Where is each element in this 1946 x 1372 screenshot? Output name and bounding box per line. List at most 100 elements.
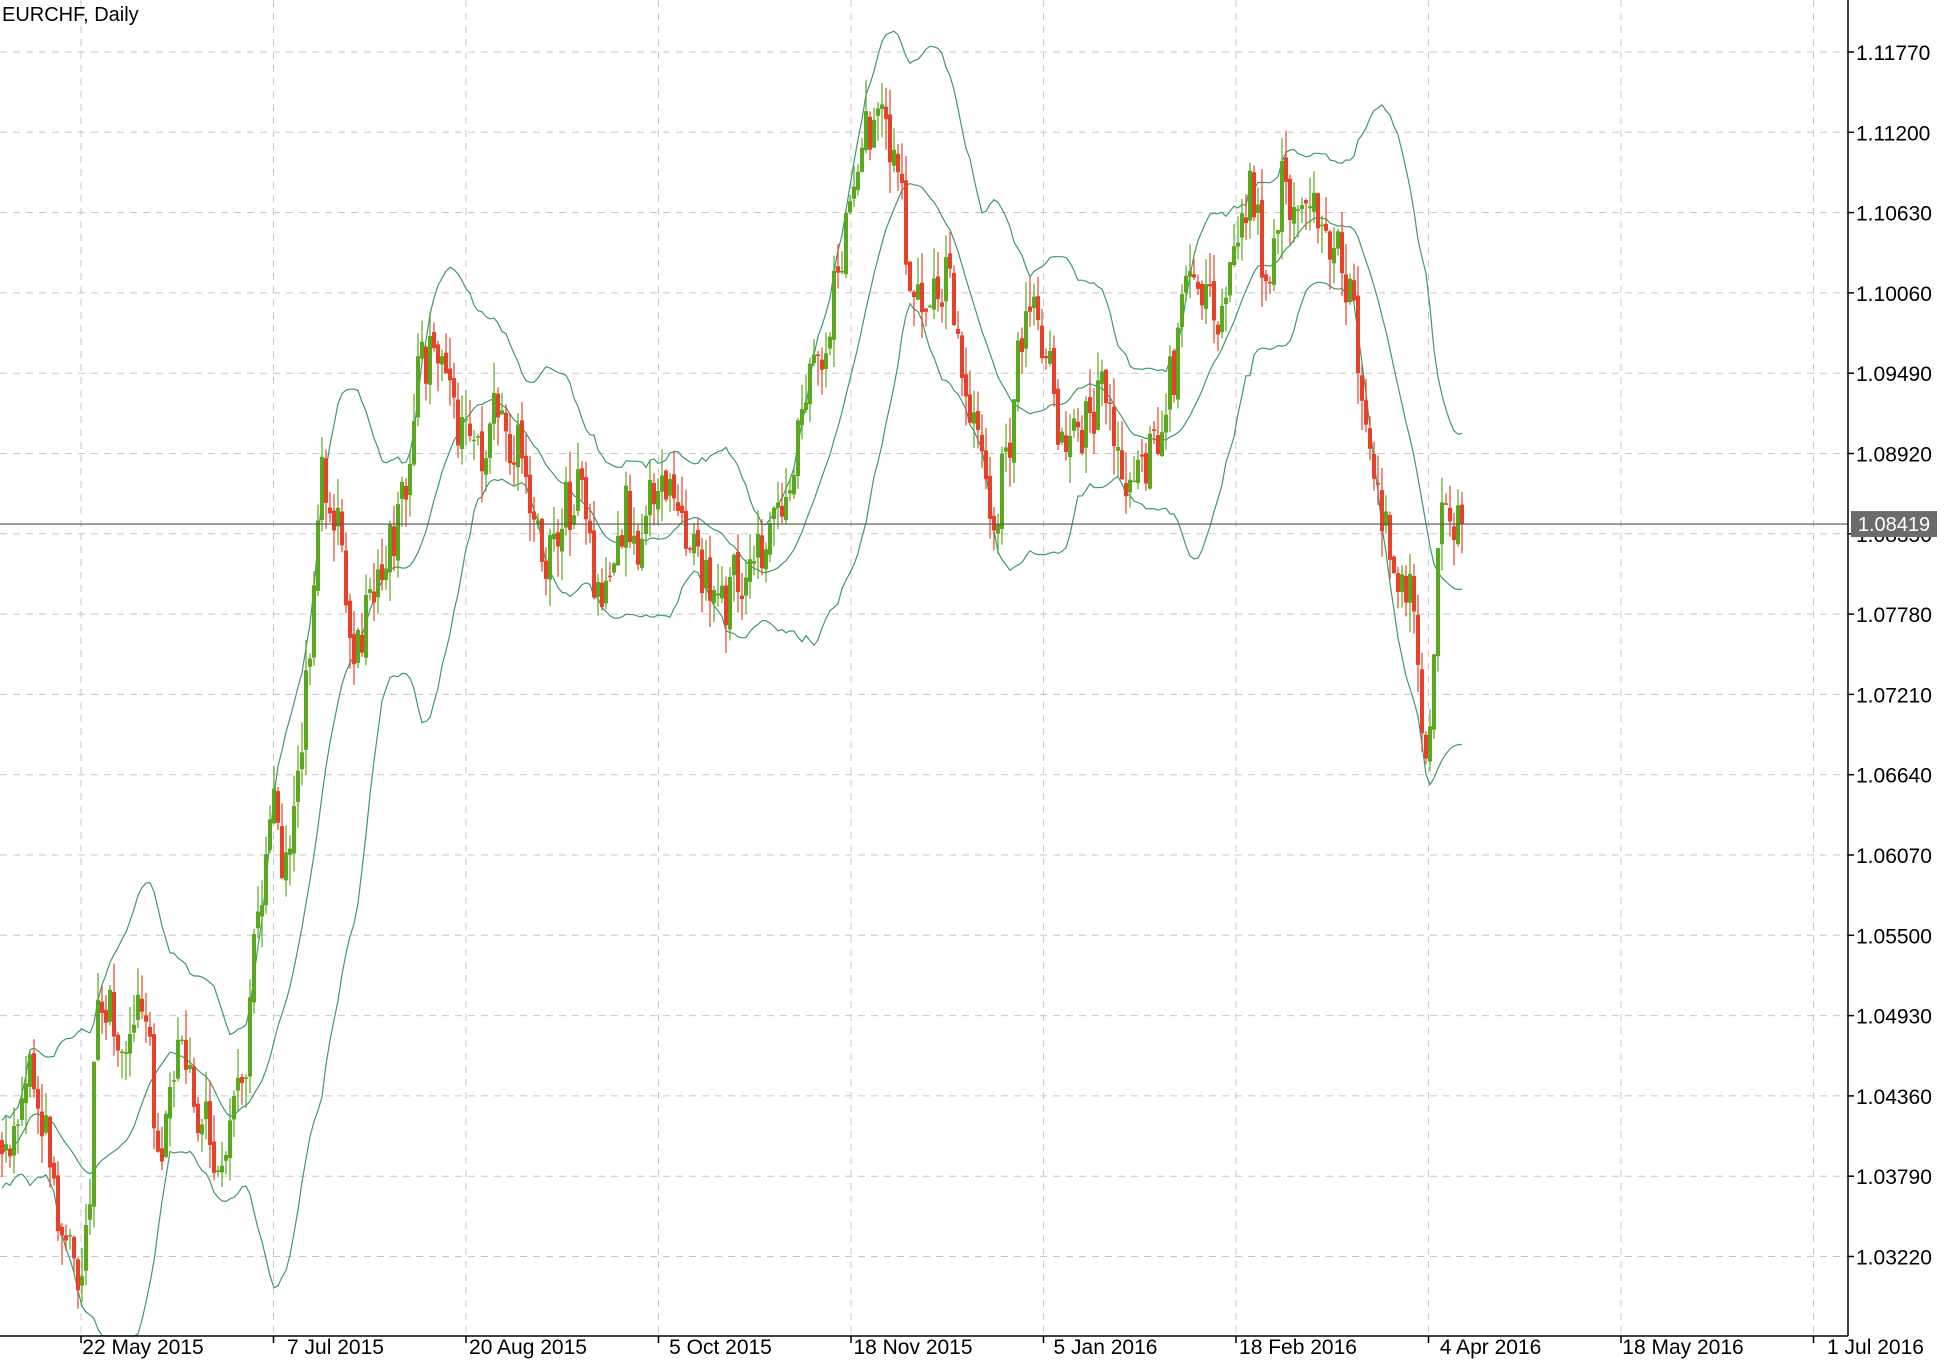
candle-body-bull (632, 535, 636, 544)
candle-body-bear (192, 1066, 196, 1107)
candle-body-bear (380, 564, 384, 581)
candle-body-bear (1104, 369, 1108, 404)
candle-body-bull (472, 439, 476, 442)
candle-body-bear (496, 393, 500, 418)
candle-body-bear (1288, 178, 1292, 221)
candle-body-bull (640, 539, 644, 568)
candle-body-bull (560, 528, 564, 552)
candle-body-bull (548, 535, 552, 580)
candle-body-bear (1028, 306, 1032, 312)
candle-body-bear (1368, 428, 1372, 449)
candle-body-bull (500, 410, 504, 415)
candle-body-bull (1012, 399, 1016, 463)
candle-body-bear (344, 550, 348, 606)
candle-body-bull (132, 1024, 136, 1033)
candle-body-bear (392, 526, 396, 557)
candle-body-bull (128, 1033, 132, 1054)
candles (0, 80, 1464, 1309)
candle-body-bear (1324, 223, 1328, 231)
y-axis-labels: 1.11770 1.11200 1.10630 1.10060 1.09490 1.089… (1848, 42, 1932, 1270)
candle-body-bear (100, 1001, 104, 1013)
candle-body-bear (588, 520, 592, 534)
candle-body-bear (1212, 281, 1216, 321)
y-tick-label: 1.08920 (1856, 444, 1932, 467)
candle-body-bull (644, 515, 648, 535)
candle-body-bull (16, 1124, 20, 1126)
candle-body-bear (1268, 281, 1272, 284)
candle-body-bull (24, 1083, 28, 1104)
candle-body-bear (608, 575, 612, 578)
candle-body-bull (288, 848, 292, 855)
candle-body-bear (240, 1076, 244, 1084)
candle-body-bull (1332, 248, 1336, 264)
candle-body-bull (488, 423, 492, 458)
candle-body-bull (1256, 204, 1260, 213)
candle-body-bull (1292, 207, 1296, 224)
candle-body-bear (896, 153, 900, 173)
candle-body-bull (860, 147, 864, 173)
candle-body-bull (176, 1039, 180, 1079)
bollinger-upper-band (1, 30, 1463, 1121)
candle-body-bull (1072, 418, 1076, 431)
candle-body-bear (948, 253, 952, 269)
candle-body-bull (492, 392, 496, 424)
candle-body-bull (244, 1077, 248, 1079)
candle-body-bull (944, 257, 948, 302)
candle-body-bear (480, 431, 484, 472)
candle-body-bear (696, 529, 700, 547)
bollinger-middle-band (1, 182, 1463, 1175)
candle-body-bear (156, 1130, 160, 1152)
candle-body-bull (828, 336, 832, 349)
candle-body-bull (1000, 453, 1004, 529)
candle-body-bear (212, 1141, 216, 1173)
candle-body-bear (424, 346, 428, 384)
candle-body-bull (440, 356, 444, 365)
candle-body-bear (1216, 324, 1220, 335)
candle-body-bull (1384, 511, 1388, 526)
candle-body-bear (1172, 350, 1176, 396)
candle-body-bear (964, 374, 968, 397)
candle-body-bear (684, 510, 688, 549)
candle-body-bull (728, 576, 732, 630)
candle-body-bear (1448, 507, 1452, 522)
y-tick-label: 1.09490 (1856, 363, 1932, 386)
candle-body-bull (1004, 447, 1008, 452)
candle-body-bear (952, 272, 956, 325)
candle-body-bear (116, 1034, 120, 1051)
candle-body-bull (784, 496, 788, 521)
candle-body-bear (580, 468, 584, 480)
candle-body-bear (1316, 193, 1320, 229)
candle-body-bear (760, 535, 764, 569)
candle-body-bear (1444, 503, 1448, 505)
candle-body-bull (892, 149, 896, 166)
candle-body-bear (620, 535, 624, 547)
candle-body-bull (1400, 574, 1404, 592)
candle-body-bear (532, 511, 536, 520)
candle-body-bull (576, 469, 580, 511)
candle-body-bull (616, 535, 620, 566)
candle-body-bull (264, 854, 268, 906)
x-tick-label: 18 Feb 2016 (1239, 1336, 1357, 1359)
candle-body-bear (1144, 452, 1148, 484)
candle-body-bull (300, 752, 304, 770)
candle-body-bull (656, 491, 660, 510)
candle-body-bull (720, 585, 724, 599)
candle-body-bull (1048, 350, 1052, 364)
candle-body-bull (400, 481, 404, 499)
candle-body-bear (556, 532, 560, 547)
candle-body-bear (112, 992, 116, 1037)
candle-body-bear (8, 1148, 12, 1157)
candle-body-bull (1220, 306, 1224, 333)
candle-body-bull (716, 593, 720, 596)
candle-body-bull (1408, 573, 1412, 603)
candle-body-bear (920, 282, 924, 313)
candle-body-bear (1108, 402, 1112, 404)
candle-body-bull (748, 559, 752, 582)
candle-body-bear (976, 410, 980, 430)
candle-body-bull (484, 458, 488, 475)
candle-body-bull (252, 933, 256, 1003)
candle-body-bear (664, 470, 668, 500)
candle-body-bull (228, 1120, 232, 1159)
candle-body-bull (1032, 296, 1036, 309)
